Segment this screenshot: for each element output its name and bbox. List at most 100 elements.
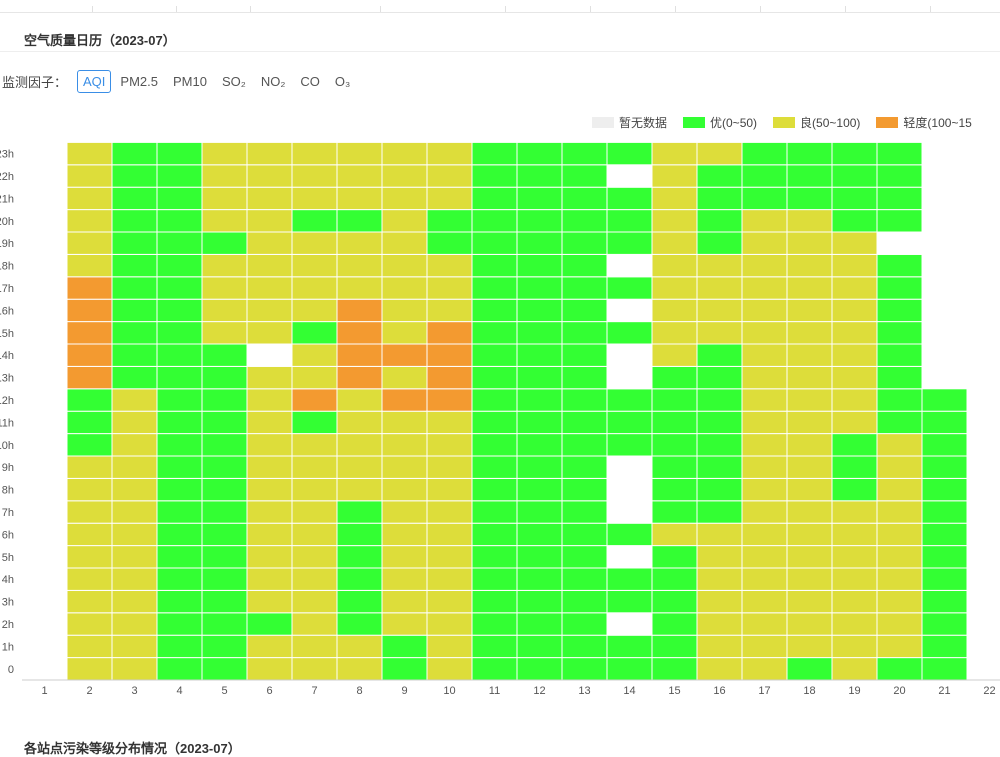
heatmap-cell[interactable]: [471, 433, 518, 457]
heatmap-cell[interactable]: [696, 455, 743, 479]
heatmap-cell[interactable]: [516, 634, 563, 659]
heatmap-cell[interactable]: [696, 612, 743, 636]
heatmap-cell[interactable]: [651, 455, 698, 479]
heatmap-cell[interactable]: [156, 388, 203, 412]
heatmap-cell[interactable]: [111, 343, 158, 367]
heatmap-cell[interactable]: [246, 522, 293, 547]
heatmap-cell[interactable]: [561, 634, 608, 659]
heatmap-cell[interactable]: [246, 365, 293, 390]
heatmap-cell[interactable]: [246, 455, 293, 479]
factor-aqi[interactable]: AQI: [77, 69, 112, 93]
heatmap-cell[interactable]: [111, 164, 158, 188]
heatmap-cell[interactable]: [201, 433, 248, 457]
heatmap-cell[interactable]: [471, 365, 518, 390]
heatmap-cell[interactable]: [66, 545, 113, 569]
heatmap-cell[interactable]: [111, 186, 158, 211]
heatmap-cell[interactable]: [516, 365, 563, 390]
heatmap-cell[interactable]: [516, 567, 563, 591]
heatmap-cell[interactable]: [876, 455, 923, 479]
heatmap-cell[interactable]: [741, 433, 788, 457]
heatmap-cell[interactable]: [201, 477, 248, 502]
heatmap-cell[interactable]: [381, 612, 428, 636]
heatmap-cell[interactable]: [696, 500, 743, 524]
heatmap-cell[interactable]: [561, 612, 608, 636]
heatmap-cell[interactable]: [651, 612, 698, 636]
heatmap-cell[interactable]: [381, 500, 428, 524]
heatmap-cell[interactable]: [246, 500, 293, 524]
heatmap-cell[interactable]: [786, 477, 833, 502]
heatmap-cell[interactable]: [291, 253, 338, 278]
heatmap-cell[interactable]: [156, 612, 203, 636]
heatmap-cell[interactable]: [921, 612, 968, 636]
heatmap-cell[interactable]: [156, 589, 203, 614]
heatmap-cell[interactable]: [201, 298, 248, 323]
heatmap-cell[interactable]: [786, 500, 833, 524]
heatmap-cell[interactable]: [336, 343, 383, 367]
heatmap-cell[interactable]: [831, 365, 878, 390]
heatmap-cell[interactable]: [66, 455, 113, 479]
heatmap-cell[interactable]: [381, 477, 428, 502]
heatmap-cell[interactable]: [831, 612, 878, 636]
heatmap-cell[interactable]: [651, 276, 698, 300]
heatmap-cell[interactable]: [66, 321, 113, 345]
heatmap-cell[interactable]: [516, 321, 563, 345]
heatmap-cell[interactable]: [111, 500, 158, 524]
heatmap-cell[interactable]: [426, 634, 473, 659]
heatmap-cell[interactable]: [741, 388, 788, 412]
heatmap-cell[interactable]: [381, 589, 428, 614]
heatmap-cell[interactable]: [696, 141, 743, 166]
heatmap-cell[interactable]: [606, 388, 653, 412]
heatmap-cell[interactable]: [336, 186, 383, 211]
heatmap-cell[interactable]: [111, 410, 158, 435]
heatmap-cell[interactable]: [471, 141, 518, 166]
heatmap-cell[interactable]: [291, 589, 338, 614]
heatmap-cell[interactable]: [561, 276, 608, 300]
heatmap-cell[interactable]: [651, 321, 698, 345]
heatmap-cell[interactable]: [606, 522, 653, 547]
heatmap-cell[interactable]: [336, 164, 383, 188]
heatmap-cell[interactable]: [201, 545, 248, 569]
heatmap-cell[interactable]: [336, 321, 383, 345]
heatmap-cell[interactable]: [381, 298, 428, 323]
heatmap-cell[interactable]: [606, 276, 653, 300]
heatmap-cell[interactable]: [516, 500, 563, 524]
heatmap-cell[interactable]: [156, 477, 203, 502]
heatmap-cell[interactable]: [606, 253, 653, 278]
heatmap-cell[interactable]: [786, 276, 833, 300]
heatmap-cell[interactable]: [696, 522, 743, 547]
heatmap-cell[interactable]: [111, 545, 158, 569]
heatmap-cell[interactable]: [381, 164, 428, 188]
heatmap-cell[interactable]: [786, 141, 833, 166]
heatmap-cell[interactable]: [516, 388, 563, 412]
heatmap-cell[interactable]: [471, 589, 518, 614]
heatmap-cell[interactable]: [606, 343, 653, 367]
heatmap-cell[interactable]: [876, 612, 923, 636]
heatmap-cell[interactable]: [291, 276, 338, 300]
heatmap-cell[interactable]: [201, 231, 248, 255]
heatmap-cell[interactable]: [66, 253, 113, 278]
heatmap-cell[interactable]: [741, 589, 788, 614]
heatmap-cell[interactable]: [111, 477, 158, 502]
heatmap-cell[interactable]: [921, 567, 968, 591]
heatmap-cell[interactable]: [111, 365, 158, 390]
heatmap-cell[interactable]: [831, 164, 878, 188]
heatmap-cell[interactable]: [246, 209, 293, 233]
heatmap-cell[interactable]: [336, 209, 383, 233]
heatmap-cell[interactable]: [336, 365, 383, 390]
heatmap-cell[interactable]: [336, 657, 383, 681]
heatmap-cell[interactable]: [336, 253, 383, 278]
factor-o3[interactable]: O₃: [334, 73, 351, 89]
heatmap-cell[interactable]: [246, 567, 293, 591]
heatmap-cell[interactable]: [921, 455, 968, 479]
heatmap-cell[interactable]: [156, 164, 203, 188]
heatmap-cell[interactable]: [921, 522, 968, 547]
heatmap-cell[interactable]: [741, 365, 788, 390]
heatmap-cell[interactable]: [921, 545, 968, 569]
heatmap-cell[interactable]: [606, 455, 653, 479]
heatmap-cell[interactable]: [876, 433, 923, 457]
heatmap-cell[interactable]: [201, 410, 248, 435]
heatmap-cell[interactable]: [381, 567, 428, 591]
heatmap-cell[interactable]: [201, 657, 248, 681]
heatmap-cell[interactable]: [246, 545, 293, 569]
heatmap-cell[interactable]: [156, 455, 203, 479]
